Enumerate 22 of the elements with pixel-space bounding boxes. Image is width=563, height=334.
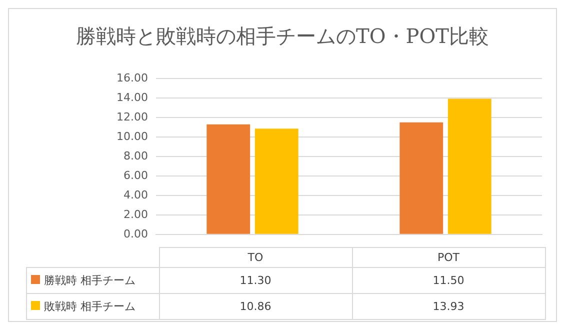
bar <box>254 128 298 234</box>
data-label: 10.86 <box>159 294 352 320</box>
legend-label: 勝戦時 相手チーム <box>44 274 136 287</box>
y-tick-label: 2.00 <box>124 208 148 221</box>
y-tick-label: 12.00 <box>116 110 148 124</box>
y-tick-label: 16.00 <box>116 71 148 84</box>
y-tick-label: 8.00 <box>124 149 148 162</box>
bar <box>400 122 444 234</box>
y-tick-label: 6.00 <box>124 168 148 182</box>
bar <box>206 124 250 234</box>
data-label: 13.93 <box>352 294 545 320</box>
data-label: 11.50 <box>352 268 545 294</box>
data-label: 11.30 <box>159 268 352 294</box>
y-tick-label: 14.00 <box>116 90 148 104</box>
legend-label: 敗戦時 相手チーム <box>44 300 136 313</box>
y-tick-label: 0.00 <box>124 227 148 240</box>
y-tick-label: 4.00 <box>124 188 148 202</box>
x-tick-label: POT <box>352 248 545 268</box>
bar <box>448 98 492 234</box>
y-tick-label: 10.00 <box>116 130 148 143</box>
chart-title: 勝戦時と敗戦時の相手チームのTO・POT比較 <box>75 23 490 50</box>
x-tick-label: TO <box>159 248 352 268</box>
